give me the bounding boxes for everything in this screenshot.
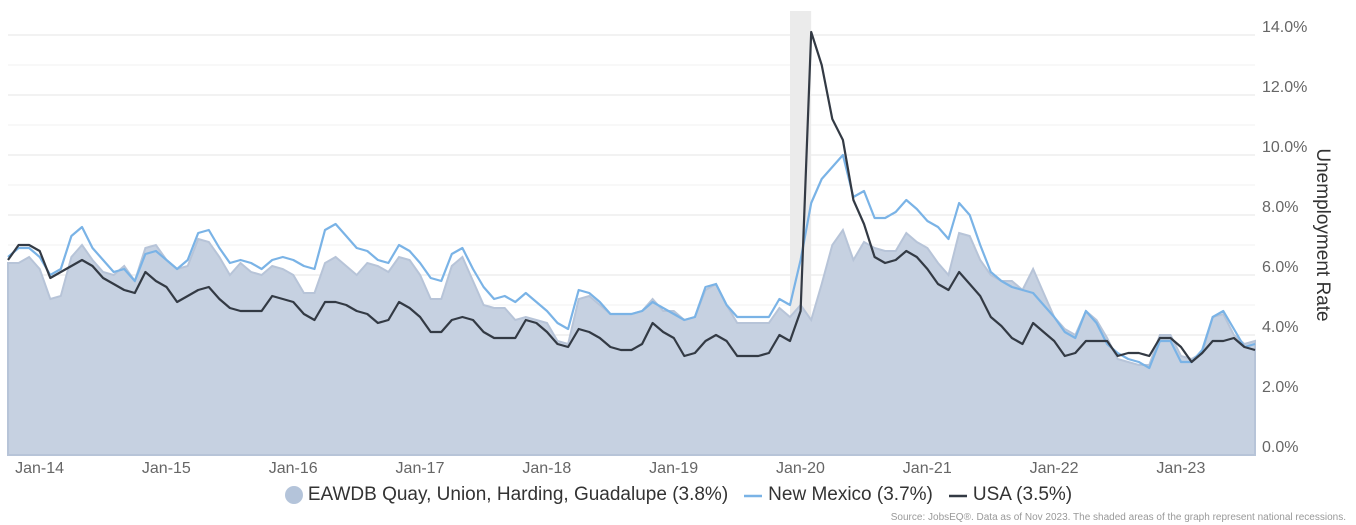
x-tick-label: Jan-16 — [269, 460, 318, 477]
x-tick-label: Jan-19 — [649, 460, 698, 477]
chart: Unemployment Rate 0.0% 2.0% 4.0% 6.0% 8.0% 10… — [7, 11, 1333, 477]
source-note: Source: JobsEQ®. Data as of Nov 2023. Th… — [890, 512, 1346, 523]
y-tick-label: 6.0% — [1262, 259, 1298, 276]
line — [7, 153, 1256, 370]
legend-item: USA (3.5%) — [947, 484, 1072, 506]
y-tick-label: 2.0% — [1262, 379, 1298, 396]
y-tick-label: 14.0% — [1262, 19, 1307, 36]
line — [7, 30, 1256, 364]
x-tick-label: Jan-22 — [1030, 460, 1079, 477]
x-tick-label: Jan-21 — [903, 460, 952, 477]
y-tick-label: 8.0% — [1262, 199, 1298, 216]
y-tick-label: 10.0% — [1262, 139, 1307, 156]
legend-label: New Mexico (3.7%) — [768, 484, 933, 505]
x-tick-label: Jan-18 — [522, 460, 571, 477]
legend-label: USA (3.5%) — [972, 484, 1073, 505]
area — [7, 227, 1256, 456]
legend: EAWDB Quay, Union, Harding, Guadalupe (3… — [0, 484, 1356, 506]
legend-item: New Mexico (3.7%) — [742, 484, 933, 506]
legend-swatch — [744, 494, 763, 498]
y-axis-label: Unemployment Rate — [1312, 148, 1333, 321]
x-tick-label: Jan-23 — [1156, 460, 1205, 477]
legend-label: EAWDB Quay, Union, Harding, Guadalupe (3… — [307, 484, 729, 505]
y-tick-label: 0.0% — [1262, 439, 1298, 456]
x-tick-label: Jan-15 — [142, 460, 191, 477]
legend-item: EAWDB Quay, Union, Harding, Guadalupe (3… — [284, 484, 728, 506]
legend-marker — [284, 486, 303, 504]
y-tick-label: 12.0% — [1262, 79, 1307, 96]
y-tick-label: 4.0% — [1262, 319, 1298, 336]
x-tick-label: Jan-14 — [15, 460, 64, 477]
x-tick-label: Jan-20 — [776, 460, 825, 477]
legend-swatch — [948, 494, 967, 498]
x-tick-label: Jan-17 — [396, 460, 445, 477]
legend-swatch — [284, 486, 303, 504]
